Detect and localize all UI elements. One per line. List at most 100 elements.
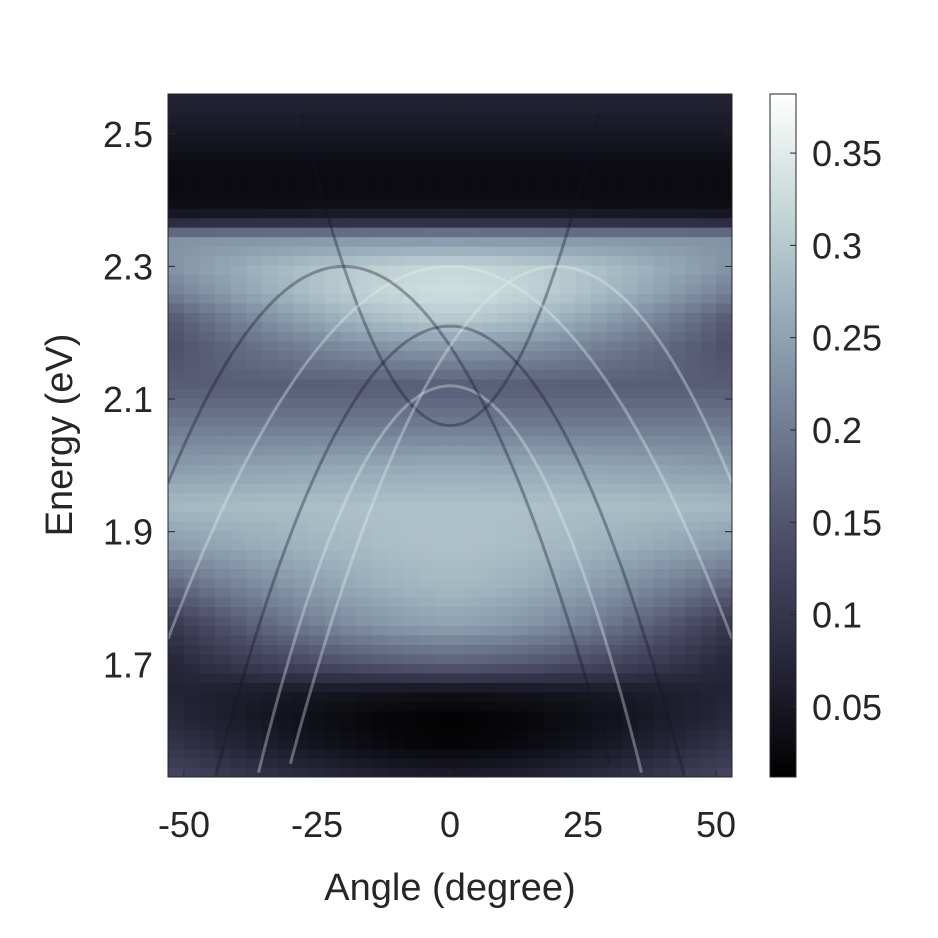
- heatmap-cell: [403, 596, 420, 608]
- heatmap-cell: [559, 369, 577, 380]
- heatmap-cell: [403, 444, 420, 456]
- heatmap-cell: [653, 767, 671, 777]
- heatmap-cell: [685, 653, 702, 664]
- heatmap-cell: [528, 264, 545, 276]
- heatmap-cell: [669, 359, 686, 370]
- heatmap-cell: [622, 112, 639, 124]
- heatmap-cell: [606, 758, 624, 769]
- heatmap-cell: [512, 530, 530, 541]
- heatmap-cell: [387, 606, 404, 617]
- heatmap-cell: [591, 397, 608, 408]
- heatmap-cell: [481, 331, 498, 342]
- heatmap-cell: [653, 274, 671, 285]
- heatmap-cell: [230, 378, 248, 389]
- heatmap-cell: [371, 321, 389, 332]
- heatmap-cell: [622, 454, 639, 465]
- heatmap-cell: [262, 283, 279, 295]
- heatmap-cell: [512, 454, 530, 465]
- heatmap-cell: [246, 720, 263, 731]
- heatmap-cell: [606, 672, 624, 683]
- heatmap-cell: [168, 245, 185, 257]
- heatmap-cell: [544, 748, 561, 759]
- heatmap-cell: [168, 236, 185, 247]
- heatmap-cell: [512, 539, 530, 551]
- heatmap-cell: [324, 739, 342, 750]
- heatmap-cell: [277, 691, 295, 702]
- heatmap-cell: [403, 530, 420, 541]
- heatmap-cell: [403, 492, 420, 503]
- heatmap-cell: [340, 397, 357, 408]
- heatmap-cell: [622, 378, 639, 389]
- heatmap-cell: [168, 179, 185, 190]
- heatmap-cell: [277, 501, 295, 513]
- heatmap-cell: [246, 615, 263, 627]
- heatmap-cell: [528, 444, 545, 456]
- heatmap-cell: [575, 359, 592, 370]
- heatmap-cell: [685, 198, 702, 209]
- heatmap-cell: [512, 331, 530, 342]
- heatmap-cell: [544, 397, 561, 408]
- heatmap-cell: [309, 141, 326, 152]
- heatmap-cell: [575, 169, 592, 181]
- heatmap-cell: [465, 539, 483, 551]
- heatmap-cell: [481, 663, 498, 674]
- heatmap-cell: [700, 729, 718, 740]
- heatmap-cell: [434, 577, 451, 589]
- heatmap-cell: [544, 663, 561, 674]
- heatmap-cell: [497, 663, 514, 674]
- heatmap-cell: [653, 473, 671, 484]
- heatmap-cell: [371, 188, 389, 200]
- heatmap-cell: [544, 606, 561, 617]
- heatmap-cell: [716, 653, 732, 664]
- heatmap-cell: [293, 501, 310, 513]
- heatmap-cell: [262, 103, 279, 114]
- heatmap-cell: [669, 245, 686, 257]
- heatmap-cell: [230, 169, 248, 181]
- heatmap-cell: [497, 558, 514, 570]
- heatmap-cell: [497, 482, 514, 494]
- heatmap-cell: [606, 644, 624, 655]
- heatmap-cell: [387, 160, 404, 171]
- heatmap-cell: [356, 416, 373, 427]
- heatmap-cell: [246, 539, 263, 551]
- heatmap-cell: [653, 369, 671, 380]
- dispersion-branch: [214, 324, 686, 776]
- heatmap-cell: [262, 682, 279, 693]
- heatmap-cell: [418, 207, 436, 219]
- heatmap-cell: [340, 293, 357, 304]
- heatmap-cell: [293, 312, 310, 323]
- heatmap-cell: [387, 226, 404, 238]
- heatmap-cell: [309, 596, 326, 608]
- heatmap-cell: [481, 568, 498, 579]
- heatmap-cell: [622, 539, 639, 551]
- heatmap-cell: [199, 644, 216, 655]
- heatmap-cell: [434, 682, 451, 693]
- heatmap-cell: [387, 388, 404, 399]
- heatmap-cell: [481, 312, 498, 323]
- heatmap-cell: [168, 672, 185, 683]
- heatmap-cell: [450, 416, 467, 427]
- heatmap-cell: [497, 198, 514, 209]
- heatmap-cell: [277, 359, 295, 370]
- heatmap-cell: [230, 767, 248, 777]
- heatmap-cell: [606, 160, 624, 171]
- heatmap-cell: [371, 350, 389, 361]
- heatmap-cell: [324, 103, 342, 114]
- heatmap-cell: [575, 539, 592, 551]
- heatmap-cell: [387, 274, 404, 285]
- heatmap-cell: [465, 444, 483, 456]
- heatmap-cell: [309, 729, 326, 740]
- heatmap-cell: [528, 606, 545, 617]
- heatmap-cell: [246, 198, 263, 209]
- heatmap-cell: [716, 321, 732, 332]
- heatmap-cell: [700, 217, 718, 228]
- heatmap-cell: [716, 264, 732, 276]
- heatmap-cell: [622, 388, 639, 399]
- heatmap-cell: [309, 226, 326, 238]
- heatmap-cell: [575, 226, 592, 238]
- heatmap-cell: [638, 378, 655, 389]
- heatmap-cell: [559, 701, 577, 712]
- heatmap-cell: [324, 720, 342, 731]
- heatmap-cell: [591, 312, 608, 323]
- heatmap-cell: [403, 606, 420, 617]
